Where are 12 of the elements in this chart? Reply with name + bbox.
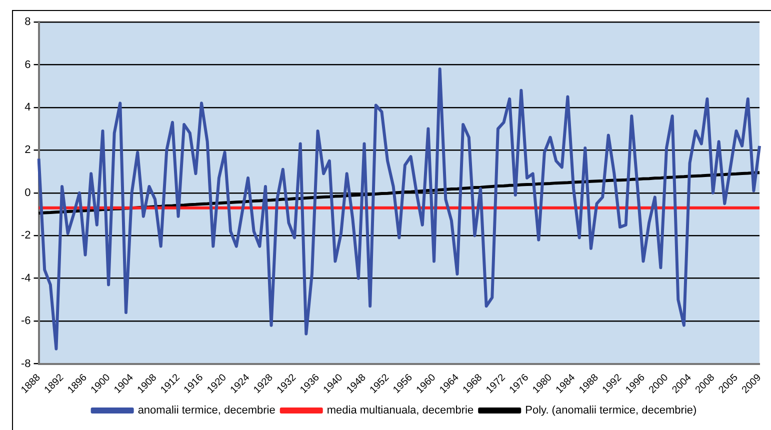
y-tick-label: -8	[21, 358, 31, 370]
y-tick-label: -4	[21, 272, 31, 284]
y-tick-label: 6	[24, 58, 31, 71]
y-tick-label: -6	[21, 315, 31, 328]
y-tick-label: -2	[21, 230, 31, 242]
legend-label: Poly. (anomalii termice, decembrie)	[525, 404, 697, 417]
legend-label: media multianuala, decembrie	[326, 404, 474, 417]
y-tick-label: 8	[24, 16, 31, 28]
y-tick-label: 4	[24, 101, 31, 114]
y-tick-label: 2	[24, 144, 31, 156]
y-tick-label: 0	[24, 186, 31, 199]
legend-label: anomalii termice, decembrie	[138, 404, 276, 417]
